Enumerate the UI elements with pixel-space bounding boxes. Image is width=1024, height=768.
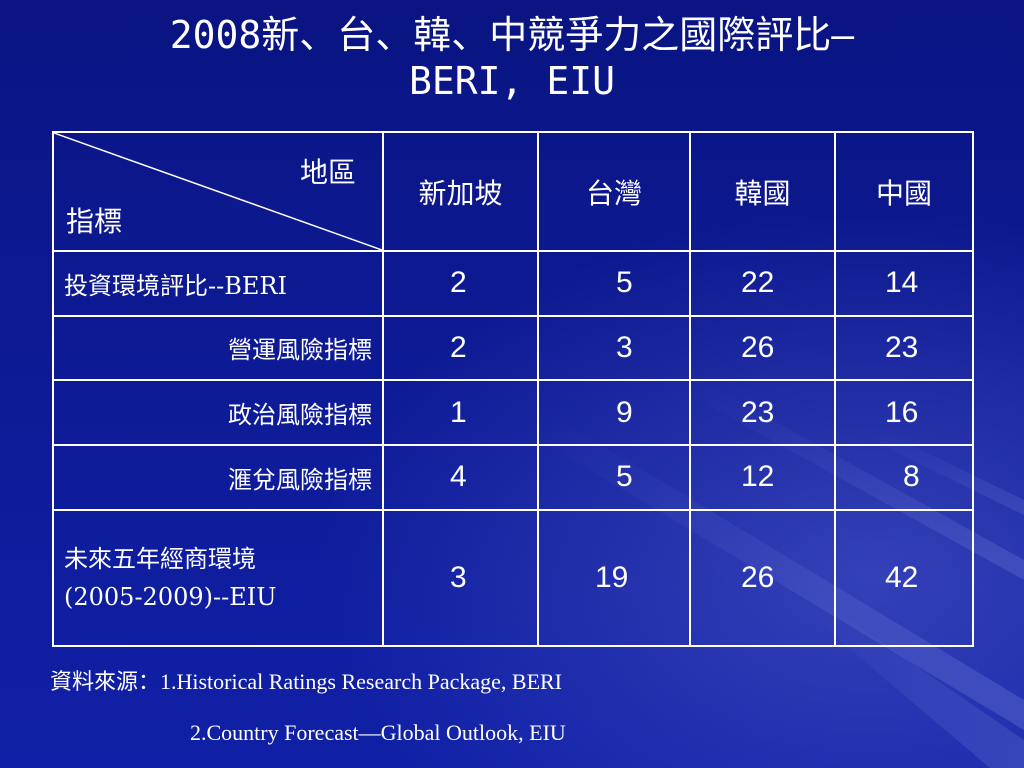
slide-title-line2: BERI, EIU <box>409 59 615 103</box>
table-cell: 12 <box>689 443 836 511</box>
table-cell: 9 <box>537 379 691 446</box>
table-corner-cell: 地區 指標 <box>52 131 384 252</box>
table-cell: 23 <box>689 379 836 446</box>
column-header-korea: 韓國 <box>689 131 836 252</box>
table-row: 營運風險指標 2 3 26 23 <box>52 314 974 382</box>
table-cell: 19 <box>537 508 691 648</box>
column-header-singapore: 新加坡 <box>382 131 539 252</box>
row-label-eiu: 未來五年經商環境 (2005-2009)--EIU <box>52 508 384 648</box>
table-row: 政治風險指標 1 9 23 16 <box>52 379 974 446</box>
corner-diagonal-line <box>54 133 382 250</box>
table-cell: 26 <box>689 508 836 648</box>
table-cell: 8 <box>834 443 974 511</box>
table-cell: 5 <box>537 443 691 511</box>
corner-region-label: 地區 <box>299 156 356 189</box>
source-note-line1: 資料來源：1.Historical Ratings Research Packa… <box>50 669 563 694</box>
table-cell: 5 <box>537 250 691 317</box>
table-header-row: 地區 指標 新加坡 台灣 韓國 中國 <box>52 131 974 252</box>
table-cell: 22 <box>689 250 836 317</box>
row-label-operation-risk: 營運風險指標 <box>52 314 384 382</box>
column-header-taiwan: 台灣 <box>537 131 691 252</box>
table-row: 投資環境評比--BERI 2 5 22 14 <box>52 250 974 317</box>
table-cell: 3 <box>382 508 539 648</box>
table-cell: 16 <box>834 379 974 446</box>
table-cell: 1 <box>382 379 539 446</box>
table-cell: 42 <box>834 508 974 648</box>
table-cell: 23 <box>834 314 974 382</box>
column-header-china: 中國 <box>834 131 974 252</box>
row-label-exchange-risk: 滙兌風險指標 <box>52 443 384 511</box>
ranking-table: 地區 指標 新加坡 台灣 韓國 中國 投資環境評比--BERI 2 5 22 1… <box>52 131 974 648</box>
table-row: 未來五年經商環境 (2005-2009)--EIU 3 19 26 42 <box>52 508 974 648</box>
table-cell: 26 <box>689 314 836 382</box>
row-label-beri: 投資環境評比--BERI <box>52 250 384 317</box>
table-cell: 14 <box>834 250 974 317</box>
row-label-political-risk: 政治風險指標 <box>52 379 384 446</box>
table-cell: 4 <box>382 443 539 511</box>
table-cell: 2 <box>382 314 539 382</box>
table-cell: 2 <box>382 250 539 317</box>
slide-title-line1: 2008新、台、韓、中競爭力之國際評比— <box>169 13 855 57</box>
row-label-eiu-line1: 未來五年經商環境 <box>64 544 256 573</box>
slide-title: 2008新、台、韓、中競爭力之國際評比— BERI, EIU <box>0 12 1024 104</box>
table-cell: 3 <box>537 314 691 382</box>
source-note-line2: 2.Country Forecast—Global Outlook, EIU <box>190 720 566 745</box>
table-row: 滙兌風險指標 4 5 12 8 <box>52 443 974 511</box>
ranking-table-container: 地區 指標 新加坡 台灣 韓國 中國 投資環境評比--BERI 2 5 22 1… <box>52 131 974 648</box>
row-label-eiu-line2: (2005-2009)--EIU <box>64 582 277 611</box>
corner-indicator-label: 指標 <box>66 205 123 238</box>
